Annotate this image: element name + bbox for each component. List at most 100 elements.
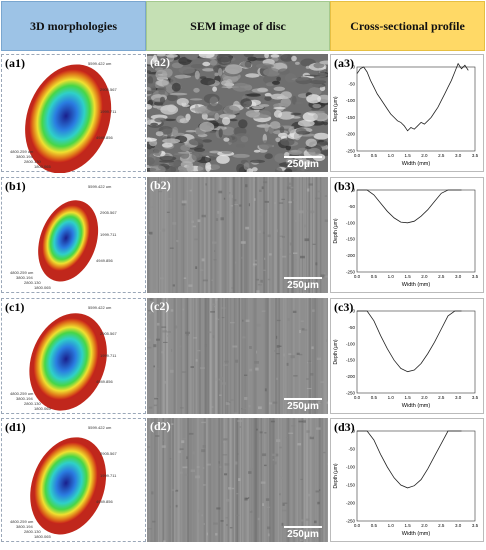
cross-section-panel: 0.0 0.5 1.0 1.5 2.0 2.5 3.0 3.5 0 -50 -100 -150 -200… [330, 177, 484, 293]
x-tick-label: 0.0 [354, 274, 361, 279]
y-tick-label: -200 [346, 501, 356, 506]
y-tick-label: -150 [346, 358, 356, 363]
morphology-3d-render: 5599.422 um 2905.567 1999.711 4949.856 4800.… [10, 61, 117, 173]
axis-annotation: 3800.194 [16, 275, 33, 280]
y-axis-label: Depth (μm) [333, 339, 339, 364]
x-tick-label: 2.5 [438, 395, 445, 400]
panel-label: (c3) [334, 300, 354, 314]
cross-section-panel: 0.0 0.5 1.0 1.5 2.0 2.5 3.0 3.5 0 -50 -100 -150 -200… [330, 54, 484, 172]
y-tick-label: 0 [352, 65, 355, 70]
axis-annotation: 4949.856 [96, 379, 113, 384]
x-tick-label: 1.0 [388, 523, 395, 528]
x-tick-label: 1.5 [404, 274, 411, 279]
x-tick-label: 3.0 [455, 153, 462, 158]
x-tick-label: 0.5 [371, 274, 378, 279]
sem-image: (a2) 250μm [147, 54, 328, 172]
x-tick-label: 2.0 [421, 274, 428, 279]
axis-annotation: 1800.065 [34, 406, 51, 411]
x-tick-label: 3.0 [455, 395, 462, 400]
profile-line [357, 310, 462, 373]
x-tick-label: 2.0 [421, 153, 428, 158]
x-tick-label: 1.5 [404, 395, 411, 400]
scale-bar: 250μm [284, 398, 322, 412]
y-tick-label: -100 [346, 465, 356, 470]
x-axis-label: Width (mm) [402, 161, 431, 167]
x-tick-label: 0.5 [371, 395, 378, 400]
x-tick-label: 0.0 [354, 395, 361, 400]
x-axis-label: Width (mm) [402, 531, 431, 537]
axis-annotation: 5599.422 um [88, 61, 112, 66]
scale-bar-label: 250μm [287, 529, 319, 540]
y-tick-label: -50 [348, 81, 355, 86]
panel-label: (c2) [150, 299, 170, 313]
sem-image: (d2) 250μm [147, 418, 328, 542]
profile-line [356, 62, 469, 132]
x-tick-label: 0.0 [354, 153, 361, 158]
y-tick-label: -200 [346, 132, 356, 137]
x-tick-label: 0.5 [371, 153, 378, 158]
y-tick-label: -150 [346, 483, 356, 488]
y-tick-label: -250 [346, 270, 356, 275]
axis-annotation: 1999.711 [100, 109, 117, 114]
y-tick-label: -150 [346, 237, 356, 242]
morphology-image: 5599.422 um 2905.567 1999.711 4949.856 4800.… [4, 55, 146, 173]
profile-line [357, 430, 462, 489]
scale-bar: 250μm [284, 526, 322, 540]
y-tick-label: -50 [348, 325, 355, 330]
axis-annotation: 5599.422 um [88, 184, 112, 189]
x-tick-label: 3.5 [472, 153, 479, 158]
axis-annotation: 2905.567 [100, 451, 117, 456]
axis-annotation: 1999.711 [100, 353, 117, 358]
morphology-panel: 5599.422 um 2905.567 1999.711 4949.856 4800.… [1, 298, 146, 414]
x-tick-label: 3.5 [472, 395, 479, 400]
axis-annotation: 5599.422 um [88, 425, 112, 430]
x-tick-label: 1.5 [404, 153, 411, 158]
x-tick-label: 2.0 [421, 395, 428, 400]
morphology-3d-render: 5599.422 um 2905.567 1999.711 4949.856 4800.… [10, 425, 117, 539]
panel-label: (a1) [5, 56, 25, 70]
profile-chart: 0.0 0.5 1.0 1.5 2.0 2.5 3.0 3.5 0 -50 -100 -150 -200… [333, 309, 479, 410]
y-tick-label: -200 [346, 374, 356, 379]
panel-label: (a3) [334, 56, 354, 70]
y-tick-label: -50 [348, 447, 355, 452]
panel-label: (d3) [334, 420, 355, 434]
profile-chart: 0.0 0.5 1.0 1.5 2.0 2.5 3.0 3.5 0 -50 -100 -150 -200… [333, 429, 479, 538]
profile-chart: 0.0 0.5 1.0 1.5 2.0 2.5 3.0 3.5 0 -50 -100 -150 -200… [333, 62, 479, 167]
panel-label: (d1) [5, 420, 26, 434]
profile-line [357, 189, 462, 224]
cross-section-panel: 0.0 0.5 1.0 1.5 2.0 2.5 3.0 3.5 0 -50 -100 -150 -200… [330, 418, 484, 542]
x-axis-label: Width (mm) [402, 282, 431, 288]
panel-label: (b1) [5, 179, 26, 193]
x-tick-label: 3.5 [472, 274, 479, 279]
scale-bar: 250μm [284, 277, 322, 291]
scale-bar-line [284, 526, 322, 528]
scale-bar-line [284, 277, 322, 279]
y-tick-label: 0 [352, 309, 355, 314]
y-tick-label: 0 [352, 188, 355, 193]
axis-annotation: 5599.422 um [88, 305, 112, 310]
morphology-panel: 5599.422 um 2905.567 1999.711 4949.856 4800.… [1, 54, 146, 173]
header-sem-image: SEM image of disc [146, 1, 330, 51]
y-tick-label: -150 [346, 115, 356, 120]
morphology-3d-render: 5599.422 um 2905.567 1999.711 4949.856 4800.… [10, 305, 117, 411]
x-tick-label: 3.0 [455, 274, 462, 279]
x-tick-label: 1.0 [388, 153, 395, 158]
axis-annotation: 1800.065 [34, 285, 51, 290]
cross-section-panel: 0.0 0.5 1.0 1.5 2.0 2.5 3.0 3.5 0 -50 -100 -150 -200… [330, 298, 484, 414]
morphology-image: 5599.422 um 2905.567 1999.711 4949.856 4800.… [4, 178, 146, 294]
sem-texture [147, 177, 328, 293]
axis-annotation: 1999.711 [100, 232, 117, 237]
x-tick-label: 2.5 [438, 153, 445, 158]
sem-texture [147, 418, 328, 542]
panel-label: (c1) [5, 300, 25, 314]
y-tick-label: -250 [346, 519, 356, 524]
axis-annotation: 4800.259 um [10, 391, 34, 396]
scale-bar-line [284, 398, 322, 400]
axis-annotation: 2800.130 [24, 159, 41, 164]
axis-annotation: 3800.194 [16, 154, 33, 159]
morphology-image: 5599.422 um 2905.567 1999.711 4949.856 4800.… [4, 299, 146, 415]
x-tick-label: 1.5 [404, 523, 411, 528]
axis-annotation: 4800.259 um [10, 270, 34, 275]
scale-bar-line [284, 156, 322, 158]
x-tick-label: 3.0 [455, 523, 462, 528]
